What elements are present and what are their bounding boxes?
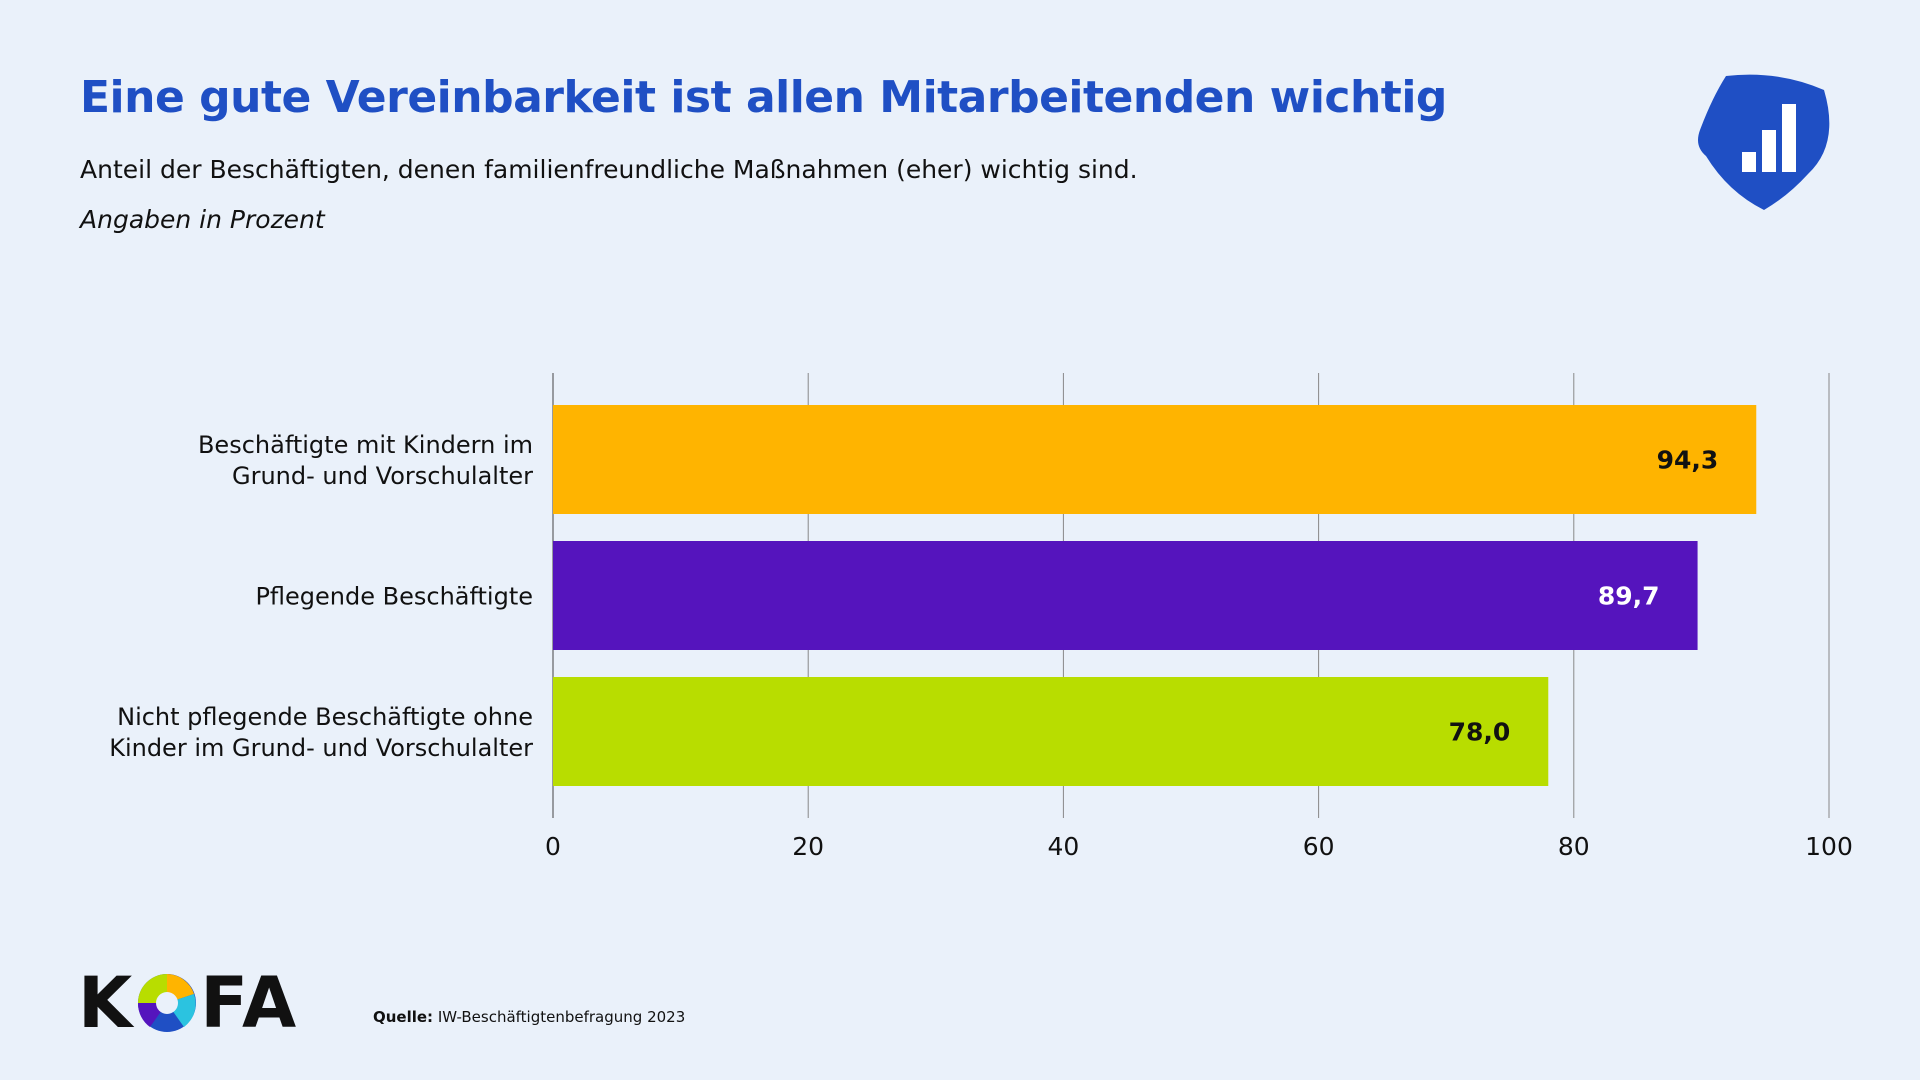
category-label: Nicht pflegende Beschäftigte ohne Kinder … <box>109 703 533 762</box>
x-tick-label: 100 <box>1805 832 1853 861</box>
logo-text-rest: FA <box>200 962 299 1044</box>
kofa-logo: K FA <box>78 962 299 1044</box>
data-label: 94,3 <box>1657 446 1719 475</box>
chart-title: Eine gute Vereinbarkeit ist allen Mitarb… <box>80 72 1447 123</box>
data-label: 89,7 <box>1598 582 1660 611</box>
chart-subtitle: Anteil der Beschäftigten, denen familien… <box>80 155 1138 184</box>
x-tick-label: 60 <box>1303 832 1335 861</box>
kofa-aperture-icon <box>138 974 197 1032</box>
x-tick-label: 80 <box>1558 832 1590 861</box>
category-label: Beschäftigte mit Kindern im Grund- und Vo… <box>198 431 533 490</box>
x-tick-label: 0 <box>545 832 561 861</box>
unit-note: Angaben in Prozent <box>80 205 325 234</box>
source-note: Quelle: IW-Beschäftigtenbefragung 2023 <box>373 1008 686 1026</box>
bar <box>553 541 1698 650</box>
x-tick-label: 40 <box>1047 832 1079 861</box>
data-label: 78,0 <box>1449 718 1511 747</box>
bar-chart-shield-icon <box>1698 74 1830 210</box>
x-tick-label: 20 <box>792 832 824 861</box>
category-label: Pflegende Beschäftigte <box>255 583 533 611</box>
bar <box>553 677 1549 786</box>
bar <box>553 405 1757 514</box>
